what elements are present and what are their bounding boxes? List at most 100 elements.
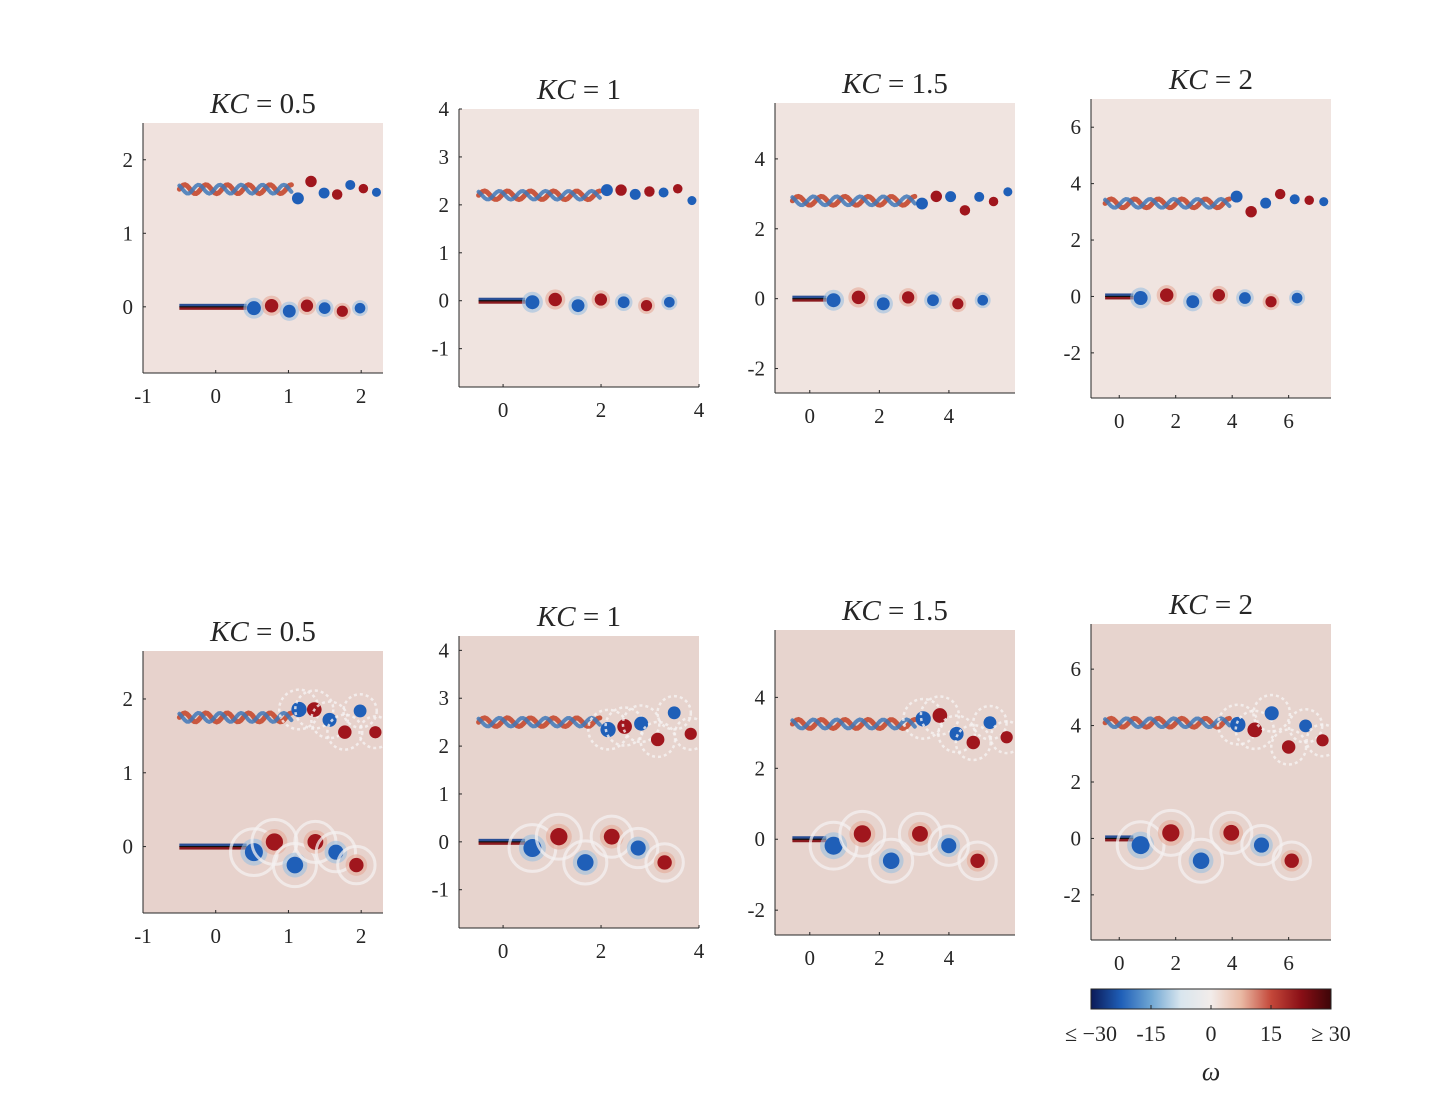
x-tick-label: 2 bbox=[356, 384, 367, 408]
panel-kc-0-5-row1: KC = 0.5 -1 0 1 2 0 1 2 bbox=[123, 88, 383, 408]
vortex-core bbox=[952, 298, 964, 310]
upper-vortex-halo bbox=[621, 704, 661, 744]
upper-vortex-core bbox=[1274, 188, 1286, 200]
upper-vortex-core bbox=[959, 205, 971, 216]
y-tick-label: 0 bbox=[1071, 284, 1082, 308]
upper-vortex-core bbox=[667, 706, 681, 720]
upper-vortex-core bbox=[1304, 195, 1314, 205]
vortex-core bbox=[664, 296, 675, 308]
vortex-core bbox=[1162, 824, 1180, 842]
vortex-core bbox=[1192, 852, 1210, 870]
vortex-core bbox=[1212, 288, 1226, 302]
plate-shear-layer-neg bbox=[792, 836, 827, 840]
x-tick-label: 4 bbox=[694, 939, 705, 963]
y-tick-label: -1 bbox=[432, 337, 450, 361]
upper-vortex-core bbox=[1245, 205, 1257, 218]
upper-vortex-core bbox=[974, 191, 985, 202]
vortex-halo bbox=[644, 842, 685, 883]
vortex-core bbox=[853, 825, 872, 843]
y-tick-label: 0 bbox=[1071, 826, 1082, 850]
upper-wake-neg bbox=[177, 710, 294, 725]
upper-vortex-core bbox=[1230, 716, 1246, 733]
upper-vortex-halo bbox=[1305, 723, 1331, 758]
colorbar-tick-label: 15 bbox=[1260, 1021, 1282, 1046]
y-tick-label: 1 bbox=[439, 782, 450, 806]
colorbar-tick-label: ≤ −30 bbox=[1065, 1021, 1117, 1046]
x-tick-label: -1 bbox=[134, 924, 152, 948]
vorticity-field bbox=[476, 694, 699, 886]
upper-vortex-core bbox=[1281, 740, 1296, 754]
vortex-core bbox=[617, 296, 630, 309]
title-variable: KC bbox=[536, 601, 576, 633]
plot-background bbox=[1091, 99, 1331, 398]
y-tick-label: -1 bbox=[432, 878, 450, 902]
title-variable: KC bbox=[841, 595, 881, 627]
y-tick-label: 2 bbox=[439, 734, 450, 758]
vortex-core bbox=[824, 836, 843, 855]
y-tick-label: 0 bbox=[755, 287, 766, 311]
x-tick-label: 0 bbox=[210, 384, 221, 408]
upper-vortex-halo bbox=[1234, 709, 1276, 751]
title-value: = 1 bbox=[576, 601, 621, 633]
y-tick-label: 0 bbox=[123, 835, 134, 859]
y-tick-label: 0 bbox=[439, 830, 450, 854]
upper-vortex-core bbox=[600, 721, 616, 738]
y-tick-label: -2 bbox=[1064, 883, 1082, 907]
title-value: = 1.5 bbox=[881, 595, 948, 627]
y-tick-label: 4 bbox=[755, 147, 766, 171]
upper-vortex-core bbox=[338, 725, 352, 739]
vorticity-field bbox=[1102, 188, 1329, 312]
plate-shear-layer-pos bbox=[478, 841, 526, 845]
colorbar-label: ω bbox=[1202, 1057, 1220, 1086]
upper-vortex-core bbox=[615, 184, 627, 196]
y-tick-label: -2 bbox=[748, 357, 766, 381]
upper-wake-neg bbox=[790, 194, 917, 208]
y-tick-label: 4 bbox=[1071, 172, 1082, 196]
title-value: = 1 bbox=[576, 74, 621, 106]
panel-title: KC = 1 bbox=[536, 74, 621, 106]
plot-background bbox=[775, 103, 1015, 393]
title-value: = 2 bbox=[1208, 589, 1253, 621]
title-variable: KC bbox=[1168, 64, 1208, 96]
upper-vortex-core bbox=[1003, 187, 1013, 197]
upper-wake-neg bbox=[476, 715, 602, 729]
upper-vortex-core bbox=[949, 726, 964, 741]
y-tick-label: 4 bbox=[439, 97, 450, 121]
title-value: = 0.5 bbox=[249, 616, 316, 648]
plate-shear-layer-neg bbox=[179, 303, 247, 307]
vortex-halo bbox=[589, 814, 634, 859]
y-tick-label: 2 bbox=[123, 687, 134, 711]
upper-vortex-halo bbox=[1252, 693, 1292, 733]
title-variable: KC bbox=[536, 74, 576, 106]
x-tick-label: 4 bbox=[944, 404, 955, 428]
vortex-halo bbox=[1271, 840, 1312, 881]
panel-kc-1-row1: KC = 1 0 2 4 -1 0 1 2 3 4 bbox=[432, 74, 705, 422]
panel-title: KC = 1 bbox=[536, 601, 621, 633]
vortex-core bbox=[882, 852, 900, 870]
y-tick-label: 2 bbox=[123, 148, 134, 172]
vorticity-field bbox=[789, 187, 1013, 314]
vortex-halo bbox=[314, 830, 358, 874]
vortex-core bbox=[1159, 288, 1174, 302]
y-tick-label: 0 bbox=[755, 827, 766, 851]
upper-vortex-core bbox=[1247, 722, 1263, 738]
vortex-core bbox=[1265, 296, 1277, 308]
panel-title: KC = 1.5 bbox=[841, 595, 948, 627]
upper-vortex-core bbox=[672, 184, 683, 194]
x-tick-label: 6 bbox=[1283, 951, 1294, 975]
upper-vortex-core bbox=[322, 712, 337, 727]
upper-vortex-halo bbox=[673, 716, 699, 751]
x-tick-label: 0 bbox=[1114, 951, 1125, 975]
vortex-core bbox=[1253, 837, 1270, 853]
upper-vortex-core bbox=[988, 196, 999, 207]
vortex-core bbox=[1133, 291, 1148, 306]
vorticity-field bbox=[1102, 693, 1331, 884]
y-tick-label: 2 bbox=[755, 217, 766, 241]
x-tick-label: 0 bbox=[805, 946, 816, 970]
y-tick-label: 2 bbox=[1071, 770, 1082, 794]
y-tick-label: 0 bbox=[123, 295, 134, 319]
vortex-halo bbox=[838, 809, 887, 858]
colorbar-tick-label: ≥ 30 bbox=[1311, 1021, 1351, 1046]
vortex-core bbox=[336, 305, 348, 317]
vortex-core bbox=[264, 299, 279, 313]
